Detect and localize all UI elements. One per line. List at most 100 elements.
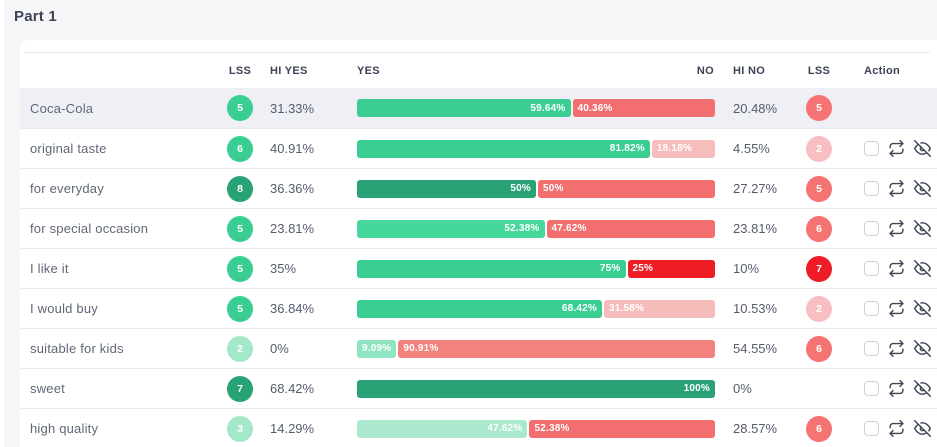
yes-bar-label: 52.38% — [504, 223, 540, 234]
repeat-icon[interactable] — [888, 220, 905, 237]
bar-wrap: 9.09% 90.91% — [357, 339, 715, 358]
bar-wrap: 52.38% 47.62% — [357, 219, 715, 238]
table-row[interactable]: I like it 5 35% 75% 25% 10% 7 — [20, 248, 937, 288]
yes-bar-label: 75% — [599, 263, 621, 274]
yes-bar-label: 9.09% — [362, 343, 392, 354]
repeat-icon[interactable] — [888, 300, 905, 317]
no-bar-segment: 90.91% — [398, 339, 715, 358]
yes-bar-segment: 68.42% — [357, 299, 602, 318]
eye-off-icon[interactable] — [914, 140, 931, 157]
row-label: sweet — [30, 381, 65, 396]
no-bar-label: 90.91% — [403, 343, 439, 354]
eye-off-icon[interactable] — [914, 180, 931, 197]
repeat-icon[interactable] — [888, 140, 905, 157]
yes-bar-label: 100% — [683, 383, 710, 394]
hi-yes-value: 68.42% — [270, 381, 315, 396]
lss-left-badge: 5 — [227, 95, 253, 121]
eye-off-icon[interactable] — [914, 220, 931, 237]
no-bar-label: 18.18% — [656, 143, 693, 154]
hi-no-value: 54.55% — [733, 341, 778, 356]
table-top-divider — [24, 52, 930, 53]
hi-no-value: 0% — [733, 381, 752, 396]
lss-right-badge: 7 — [806, 255, 832, 282]
row-label: for special occasion — [30, 221, 149, 236]
hi-no-value: 23.81% — [733, 221, 778, 236]
yes-no-bar: 59.64% 40.36% — [357, 99, 715, 117]
row-label: original taste — [30, 141, 107, 156]
hi-yes-value: 23.81% — [270, 221, 315, 236]
repeat-icon[interactable] — [888, 380, 905, 397]
eye-off-icon[interactable] — [914, 260, 931, 277]
yes-bar-label: 81.82% — [609, 143, 645, 154]
table-row[interactable]: high quality 3 14.29% 47.62% 52.38% 28.5… — [20, 408, 937, 447]
eye-off-icon[interactable] — [914, 380, 931, 397]
yes-bar-segment: 81.82% — [357, 139, 650, 158]
yes-no-bar: 47.62% 52.38% — [357, 419, 715, 438]
table-row[interactable]: suitable for kids 2 0% 9.09% 90.91% 54.5… — [20, 328, 937, 368]
action-cell — [843, 260, 937, 277]
action-checkbox[interactable] — [864, 381, 879, 396]
no-bar-segment: 25% — [627, 259, 715, 278]
yes-bar-label: 47.62% — [487, 423, 523, 434]
yes-no-bar: 100% — [357, 379, 715, 398]
repeat-icon[interactable] — [888, 260, 905, 277]
action-checkbox[interactable] — [864, 421, 879, 436]
hi-yes-value: 36.84% — [270, 301, 315, 316]
bar-wrap: 75% 25% — [357, 259, 715, 278]
hi-no-value: 10% — [733, 261, 760, 276]
action-checkbox[interactable] — [864, 301, 879, 316]
yes-no-bar: 50% 50% — [357, 179, 715, 198]
lss-right-badge: 5 — [806, 175, 832, 202]
yes-bar-segment: 47.62% — [357, 419, 528, 438]
yes-no-bar: 75% 25% — [357, 259, 715, 278]
hi-yes-value: 40.91% — [270, 141, 315, 156]
action-checkbox[interactable] — [864, 261, 879, 276]
lss-left-badge: 2 — [227, 335, 253, 362]
no-bar-label: 50% — [543, 183, 564, 194]
yes-bar-label: 59.64% — [530, 102, 566, 114]
eye-off-icon[interactable] — [914, 300, 931, 317]
yes-bar-label: 68.42% — [561, 303, 597, 314]
repeat-icon[interactable] — [888, 420, 905, 437]
no-bar-label: 31.58% — [608, 303, 645, 314]
hi-no-value: 10.53% — [733, 301, 778, 316]
bar-wrap: 50% 50% — [357, 179, 715, 198]
yes-no-bar: 81.82% 18.18% — [357, 139, 715, 158]
action-checkbox[interactable] — [864, 221, 879, 236]
yes-no-bar: 9.09% 90.91% — [357, 339, 715, 358]
action-cell — [843, 420, 937, 437]
yes-bar-segment: 50% — [357, 179, 536, 198]
table-header: LSS HI YES YES NO HI NO LSS Action — [20, 53, 937, 88]
lss-left-badge: 6 — [227, 135, 253, 162]
no-bar-label: 47.62% — [551, 223, 587, 234]
header-hi-no: HI NO — [733, 64, 766, 77]
eye-off-icon[interactable] — [914, 420, 931, 437]
table-row[interactable]: original taste 6 40.91% 81.82% 18.18% 4.… — [20, 128, 937, 168]
yes-bar-segment: 59.64% — [357, 99, 571, 117]
action-cell — [843, 140, 937, 157]
action-checkbox[interactable] — [864, 181, 879, 196]
no-bar-segment: 40.36% — [572, 99, 715, 117]
table-row[interactable]: Coca-Cola 5 31.33% 59.64% 40.36% 20.48% … — [20, 88, 937, 128]
header-action: Action — [864, 64, 901, 77]
row-label: for everyday — [30, 181, 104, 196]
action-checkbox[interactable] — [864, 141, 879, 156]
no-bar-segment: 18.18% — [651, 139, 715, 158]
no-bar-segment: 50% — [538, 179, 715, 198]
repeat-icon[interactable] — [888, 180, 905, 197]
table-row[interactable]: I would buy 5 36.84% 68.42% 31.58% 10.53… — [20, 288, 937, 328]
table-row[interactable]: for everyday 8 36.36% 50% 50% 27.27% 5 — [20, 168, 937, 208]
eye-off-icon[interactable] — [914, 340, 931, 357]
repeat-icon[interactable] — [888, 340, 905, 357]
action-checkbox[interactable] — [864, 341, 879, 356]
hi-no-value: 28.57% — [733, 421, 778, 436]
table-row[interactable]: for special occasion 5 23.81% 52.38% 47.… — [20, 208, 937, 248]
action-cell — [843, 300, 937, 317]
bar-wrap: 100% — [357, 379, 715, 398]
hi-no-value: 27.27% — [733, 181, 778, 196]
hi-yes-value: 31.33% — [270, 100, 315, 116]
bar-wrap: 59.64% 40.36% — [357, 99, 715, 117]
lss-left-badge: 8 — [227, 175, 253, 202]
table-row[interactable]: sweet 7 68.42% 100% 0% — [20, 368, 937, 408]
row-label: I would buy — [30, 301, 98, 316]
